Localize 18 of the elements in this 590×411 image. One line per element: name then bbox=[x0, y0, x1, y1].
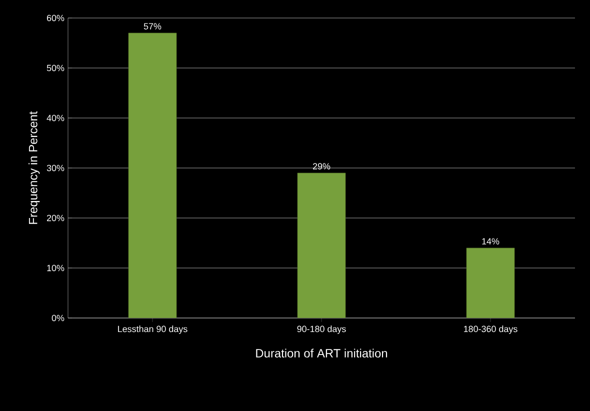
x-tick-label: 90-180 days bbox=[297, 326, 346, 334]
x-tick-label: Lessthan 90 days bbox=[118, 326, 188, 334]
bar bbox=[466, 248, 515, 318]
y-tick-label: 0% bbox=[52, 314, 64, 322]
data-label: 29% bbox=[312, 163, 330, 170]
x-axis-title: Duration of ART initiation bbox=[256, 348, 388, 358]
bar bbox=[297, 172, 346, 318]
y-axis-title: Frequency in Percent bbox=[28, 111, 40, 224]
y-tick-label: 40% bbox=[46, 114, 64, 122]
bar bbox=[128, 32, 177, 318]
y-tick-label: 60% bbox=[46, 14, 64, 22]
y-tick-label: 20% bbox=[46, 214, 64, 222]
y-tick-label: 30% bbox=[46, 164, 64, 172]
data-label: 14% bbox=[482, 238, 500, 244]
y-tick-label: 10% bbox=[47, 264, 64, 272]
y-tick-label: 50% bbox=[46, 64, 64, 72]
data-label: 57% bbox=[144, 23, 162, 30]
x-tick-label: 180-360 days bbox=[464, 326, 518, 334]
